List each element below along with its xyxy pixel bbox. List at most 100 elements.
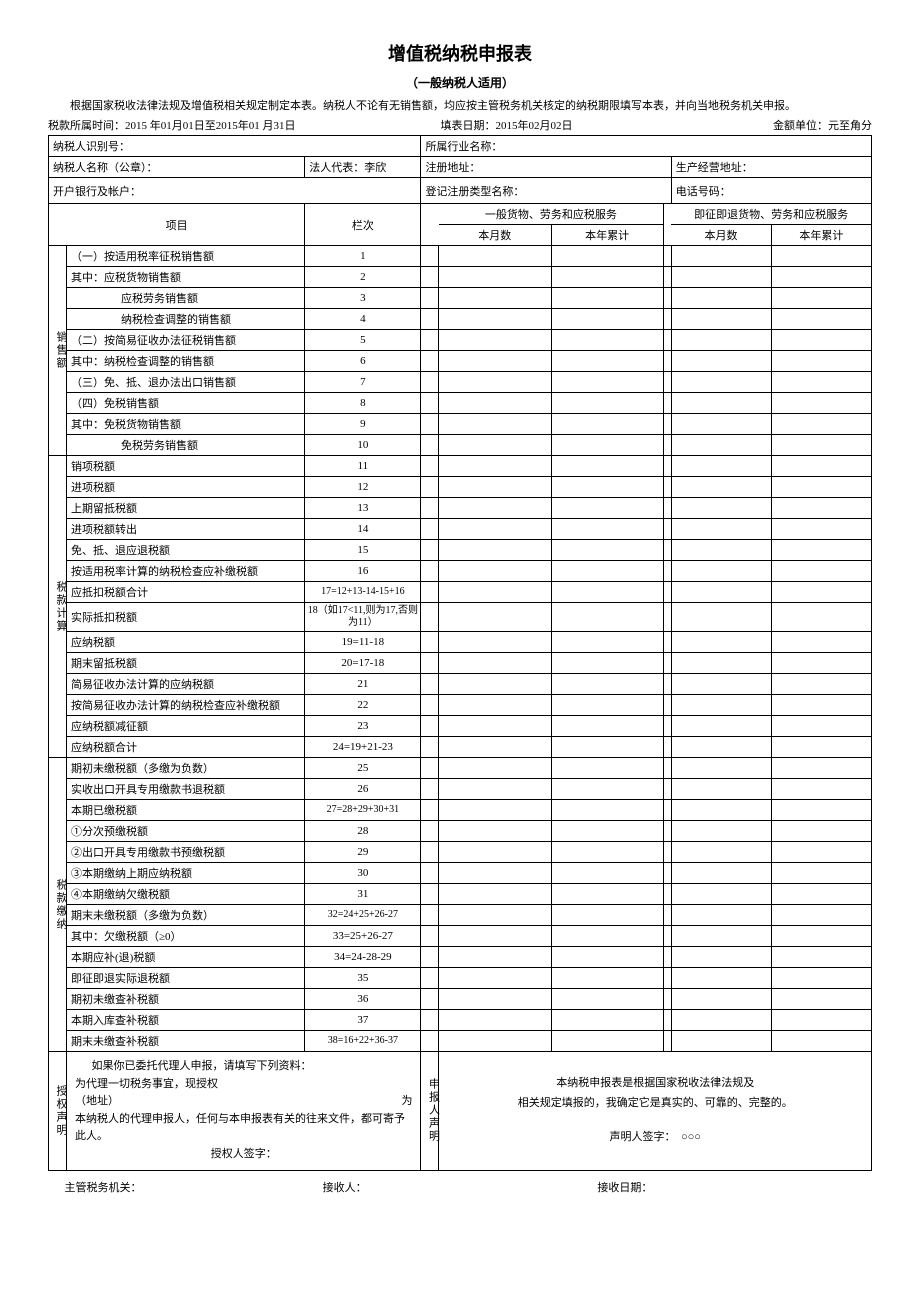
data-cell (551, 372, 663, 393)
row-colno: 20=17-18 (305, 653, 421, 674)
row-label: 简易征收办法计算的应纳税额 (67, 674, 305, 695)
row-colno: 34=24-28-29 (305, 947, 421, 968)
row-label: （二）按简易征收办法征税销售额 (67, 330, 305, 351)
data-cell (551, 1031, 663, 1052)
data-cell (671, 842, 771, 863)
row-label: 应纳税额合计 (67, 737, 305, 758)
data-cell (771, 632, 871, 653)
data-cell (421, 519, 439, 540)
data-cell (671, 582, 771, 603)
data-cell (551, 330, 663, 351)
col-item: 项目 (49, 204, 305, 246)
row-colno: 36 (305, 989, 421, 1010)
data-cell (771, 842, 871, 863)
main-table: 纳税人识别号： 所属行业名称： 纳税人名称（公章）： 法人代表：李欣 注册地址：… (48, 135, 872, 1171)
data-cell (439, 695, 551, 716)
data-cell (663, 372, 671, 393)
data-cell (439, 561, 551, 582)
data-cell (421, 288, 439, 309)
data-cell (671, 498, 771, 519)
section-apply: 申报人声明 (421, 1052, 439, 1171)
data-cell (421, 653, 439, 674)
data-cell (771, 561, 871, 582)
row-colno: 26 (305, 779, 421, 800)
row-label: 期初未缴查补税额 (67, 989, 305, 1010)
data-cell (671, 456, 771, 477)
page-subtitle: （一般纳税人适用） (48, 74, 872, 91)
data-cell (663, 351, 671, 372)
data-cell (671, 800, 771, 821)
row-label: 期末未缴查补税额 (67, 1031, 305, 1052)
data-cell (551, 498, 663, 519)
data-cell (421, 800, 439, 821)
data-cell (439, 246, 551, 267)
data-cell (551, 582, 663, 603)
data-cell (671, 372, 771, 393)
data-cell (439, 435, 551, 456)
data-cell (771, 330, 871, 351)
data-cell (663, 800, 671, 821)
data-cell (439, 477, 551, 498)
data-cell (439, 968, 551, 989)
data-cell (551, 456, 663, 477)
data-cell (771, 800, 871, 821)
data-cell (671, 603, 771, 632)
intro-text: 根据国家税收法律法规及增值税相关规定制定本表。纳税人不论有无销售额，均应按主管税… (48, 97, 872, 113)
data-cell (771, 863, 871, 884)
data-cell (421, 498, 439, 519)
col-year-2: 本年累计 (771, 225, 871, 246)
section-taxpay: 税款缴纳 (49, 758, 67, 1052)
row-label: 其中：纳税检查调整的销售额 (67, 351, 305, 372)
data-cell (771, 540, 871, 561)
data-cell (421, 632, 439, 653)
footer-row: 主管税务机关： 接收人： 接收日期： (48, 1179, 872, 1195)
taxpayer-id-cell: 纳税人识别号： (49, 136, 421, 157)
data-cell (663, 758, 671, 779)
data-cell (421, 561, 439, 582)
data-cell (671, 1010, 771, 1031)
data-cell (771, 498, 871, 519)
data-cell (771, 653, 871, 674)
row-label: 按适用税率计算的纳税检查应补缴税额 (67, 561, 305, 582)
data-cell (663, 414, 671, 435)
data-cell (671, 779, 771, 800)
data-cell (671, 267, 771, 288)
data-cell (671, 393, 771, 414)
data-cell (551, 905, 663, 926)
row-colno: 19=11-18 (305, 632, 421, 653)
gap-cell-2 (663, 204, 671, 246)
data-cell (671, 1031, 771, 1052)
gap-cell (421, 204, 439, 246)
row-colno: 17=12+13-14-15+16 (305, 582, 421, 603)
data-cell (771, 477, 871, 498)
data-cell (663, 821, 671, 842)
data-cell (771, 737, 871, 758)
row-colno: 30 (305, 863, 421, 884)
bank-cell: 开户银行及帐户： (49, 178, 421, 204)
data-cell (771, 309, 871, 330)
data-cell (771, 246, 871, 267)
data-cell (671, 435, 771, 456)
data-cell (439, 632, 551, 653)
data-cell (421, 267, 439, 288)
data-cell (771, 603, 871, 632)
data-cell (671, 309, 771, 330)
phone-cell: 电话号码： (671, 178, 871, 204)
data-cell (551, 653, 663, 674)
row-label: 应抵扣税额合计 (67, 582, 305, 603)
row-label: ②出口开具专用缴款书预缴税额 (67, 842, 305, 863)
data-cell (671, 989, 771, 1010)
data-cell (439, 1010, 551, 1031)
data-cell (671, 905, 771, 926)
col-group2: 即征即退货物、劳务和应税服务 (671, 204, 871, 225)
data-cell (439, 330, 551, 351)
data-cell (663, 695, 671, 716)
data-cell (439, 926, 551, 947)
data-cell (663, 477, 671, 498)
data-cell (421, 695, 439, 716)
data-cell (439, 498, 551, 519)
data-cell (663, 968, 671, 989)
data-cell (421, 905, 439, 926)
data-cell (551, 561, 663, 582)
data-cell (663, 653, 671, 674)
